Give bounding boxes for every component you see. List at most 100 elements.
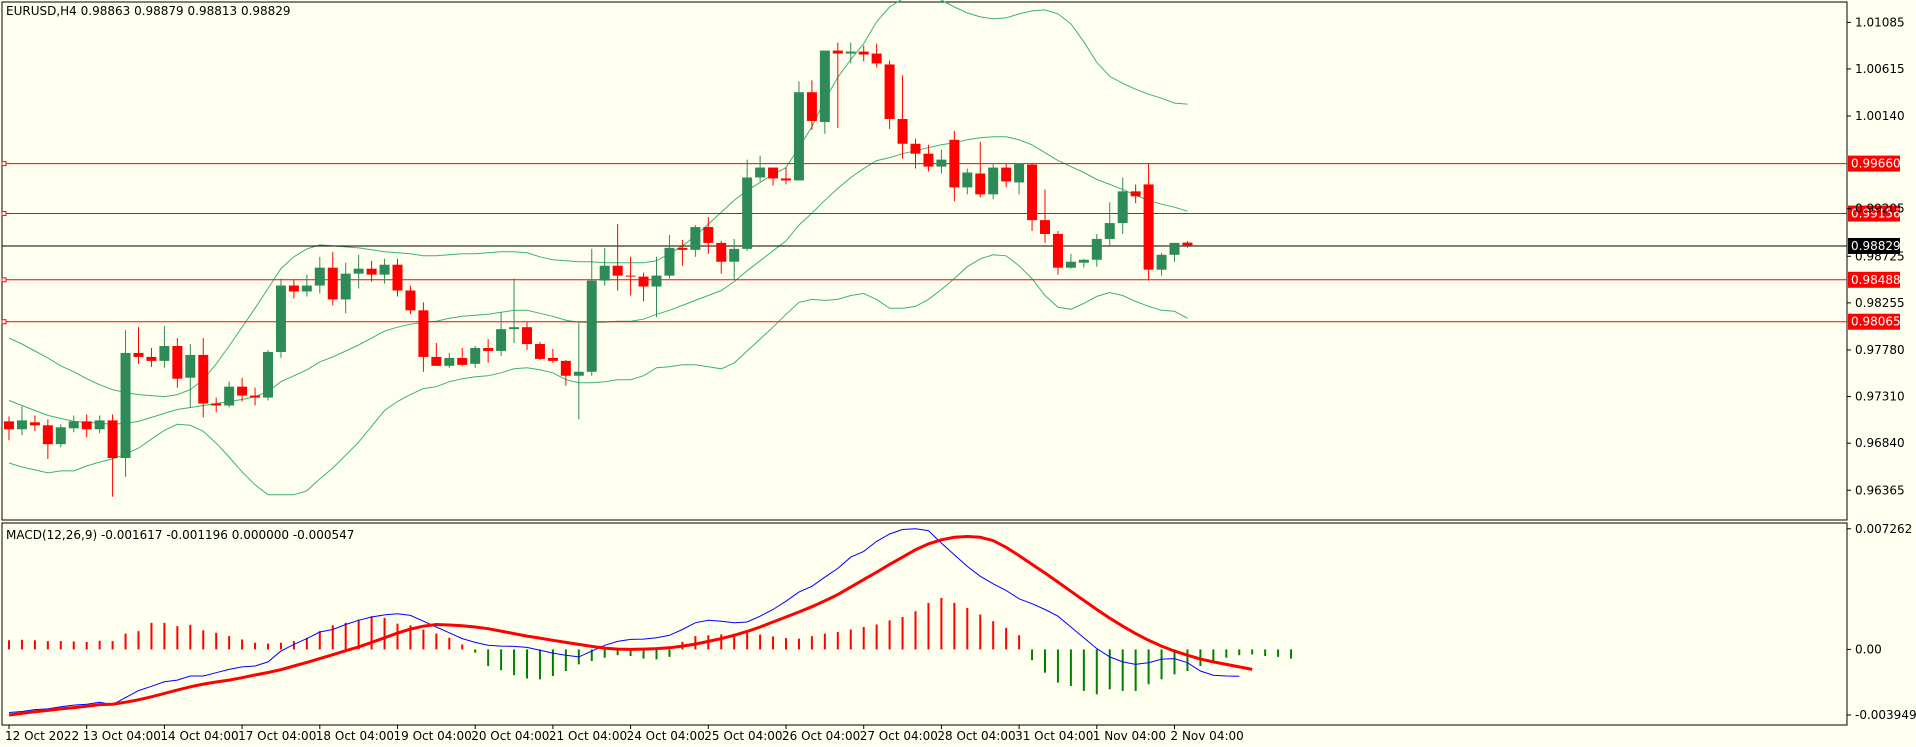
candle-body[interactable] xyxy=(483,347,494,351)
candle-body[interactable] xyxy=(120,352,131,459)
level-handle[interactable] xyxy=(1,277,7,283)
candle-body[interactable] xyxy=(327,267,338,300)
candle-body[interactable] xyxy=(599,265,610,281)
candle-body[interactable] xyxy=(664,247,675,276)
candle-body[interactable] xyxy=(716,242,727,262)
candle-body[interactable] xyxy=(962,172,973,188)
candle-body[interactable] xyxy=(690,227,701,250)
candle-body[interactable] xyxy=(522,327,532,345)
candle-body[interactable] xyxy=(94,420,105,430)
candle-body[interactable] xyxy=(781,178,791,181)
candle-body[interactable] xyxy=(250,395,261,398)
candle-body[interactable] xyxy=(366,268,377,275)
candle-body[interactable] xyxy=(185,354,196,378)
candle-body[interactable] xyxy=(314,267,325,286)
candle-body[interactable] xyxy=(897,118,908,144)
candle-body[interactable] xyxy=(871,53,882,64)
candle-body[interactable] xyxy=(1130,191,1141,197)
candle-body[interactable] xyxy=(560,360,571,376)
candle-body[interactable] xyxy=(832,50,843,54)
candle-body[interactable] xyxy=(444,357,455,366)
candle-body[interactable] xyxy=(1182,242,1193,246)
candle-body[interactable] xyxy=(612,265,623,276)
candle-body[interactable] xyxy=(975,173,986,195)
candle-body[interactable] xyxy=(275,285,286,352)
candle-body[interactable] xyxy=(133,352,144,357)
candles[interactable] xyxy=(4,42,1193,497)
candle-body[interactable] xyxy=(55,427,66,445)
candle-body[interactable] xyxy=(159,346,170,361)
level-handle[interactable] xyxy=(1,319,7,325)
candle-body[interactable] xyxy=(1078,259,1089,263)
candle-body[interactable] xyxy=(1014,163,1025,183)
candle-body[interactable] xyxy=(806,92,817,121)
candle-body[interactable] xyxy=(677,247,688,250)
candle-body[interactable] xyxy=(107,420,118,459)
candle-body[interactable] xyxy=(573,371,584,376)
macd-tick-label: 0.007262 xyxy=(1855,522,1912,536)
candle-body[interactable] xyxy=(1156,254,1167,270)
candle-body[interactable] xyxy=(1091,238,1102,260)
candle-body[interactable] xyxy=(858,51,869,55)
candle-body[interactable] xyxy=(509,327,520,330)
candle-body[interactable] xyxy=(431,356,442,366)
candle-body[interactable] xyxy=(29,422,40,426)
candle-body[interactable] xyxy=(923,153,934,167)
candle-body[interactable] xyxy=(884,64,895,119)
candle-body[interactable] xyxy=(496,329,507,351)
level-handle[interactable] xyxy=(1,161,7,167)
candle-body[interactable] xyxy=(1104,223,1115,239)
candle-body[interactable] xyxy=(586,280,597,372)
candle-body[interactable] xyxy=(949,139,960,188)
candle-body[interactable] xyxy=(1065,261,1076,268)
candle-body[interactable] xyxy=(703,227,714,243)
candle-body[interactable] xyxy=(1143,184,1154,270)
candle-body[interactable] xyxy=(729,248,740,262)
candle-body[interactable] xyxy=(42,425,53,445)
candle-body[interactable] xyxy=(1027,164,1038,221)
candle-body[interactable] xyxy=(263,351,273,398)
candle-body[interactable] xyxy=(379,264,390,275)
candle-body[interactable] xyxy=(1052,233,1063,268)
candle-body[interactable] xyxy=(1001,167,1012,182)
candle-body[interactable] xyxy=(457,357,468,365)
candle-body[interactable] xyxy=(68,421,79,429)
candle-body[interactable] xyxy=(146,356,157,361)
candle-body[interactable] xyxy=(4,421,14,430)
candle-body[interactable] xyxy=(301,285,312,292)
candle-body[interactable] xyxy=(936,159,947,167)
candle-body[interactable] xyxy=(625,275,636,277)
candle-body[interactable] xyxy=(534,344,545,359)
candle-body[interactable] xyxy=(1040,220,1050,234)
macd-tick-label: 0.00 xyxy=(1855,642,1882,656)
candle-body[interactable] xyxy=(237,386,248,396)
candle-body[interactable] xyxy=(819,50,830,122)
candle-body[interactable] xyxy=(742,177,753,249)
candle-body[interactable] xyxy=(910,143,921,154)
candle-body[interactable] xyxy=(470,347,481,364)
candle-body[interactable] xyxy=(755,167,766,178)
candle-body[interactable] xyxy=(224,386,235,406)
candle-body[interactable] xyxy=(638,276,649,287)
candle-body[interactable] xyxy=(768,167,779,179)
candle-body[interactable] xyxy=(288,285,299,292)
candle-body[interactable] xyxy=(392,264,403,291)
candle-body[interactable] xyxy=(418,310,429,357)
level-handle[interactable] xyxy=(1,211,7,217)
candle-body[interactable] xyxy=(353,268,364,274)
candle-body[interactable] xyxy=(988,167,999,195)
candle-body[interactable] xyxy=(547,357,558,361)
candle-body[interactable] xyxy=(405,290,416,311)
candle-body[interactable] xyxy=(211,403,222,406)
candle-body[interactable] xyxy=(651,275,662,287)
candle-body[interactable] xyxy=(845,51,856,54)
candle-body[interactable] xyxy=(198,354,209,404)
candle-body[interactable] xyxy=(16,420,27,430)
candle-body[interactable] xyxy=(340,273,351,300)
candle-body[interactable] xyxy=(1169,242,1180,255)
candle-body[interactable] xyxy=(793,92,804,181)
candle-body[interactable] xyxy=(1117,191,1128,224)
candle-body[interactable] xyxy=(172,346,183,379)
candle-body[interactable] xyxy=(81,421,92,430)
